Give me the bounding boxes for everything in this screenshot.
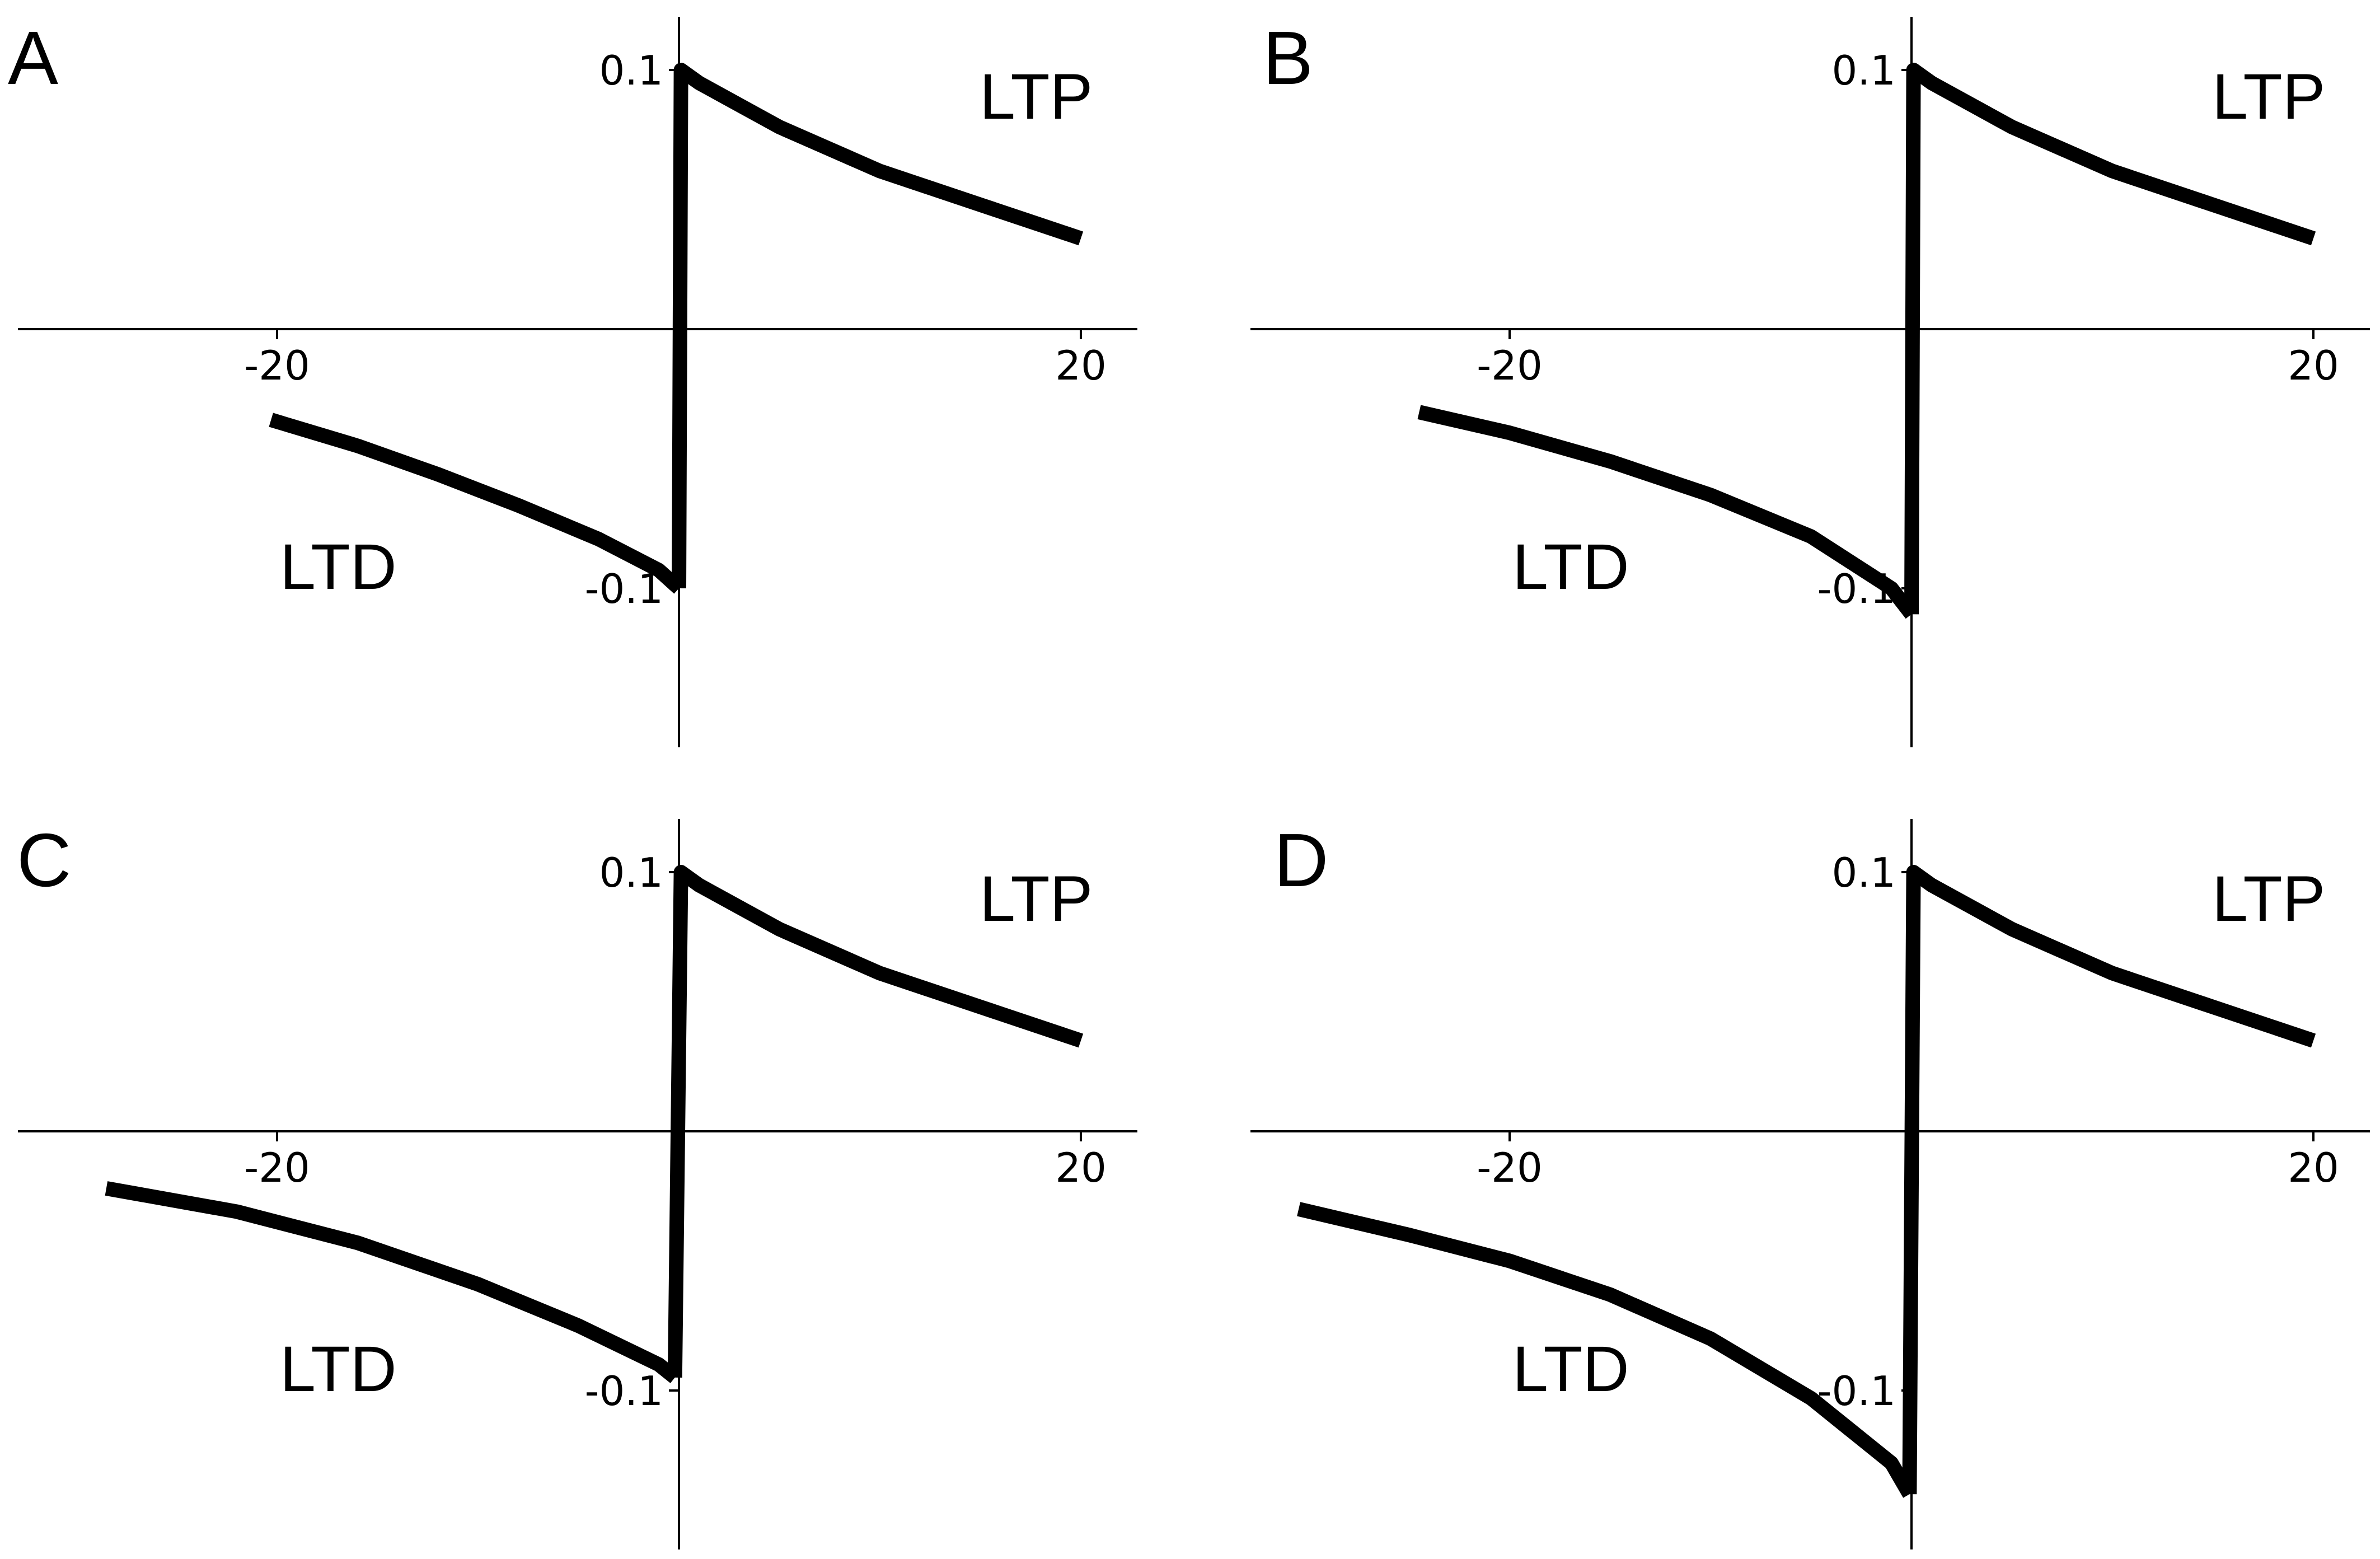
ltp-curve <box>1902 865 2316 1495</box>
x-tick-label: -20 <box>244 1144 310 1191</box>
ltp-label: LTP <box>980 61 1093 133</box>
panel-letter: B <box>1263 16 1313 100</box>
ltp-curve <box>672 63 1084 589</box>
x-tick-label: 20 <box>1055 1144 1107 1191</box>
x-tick-label: -20 <box>1477 1144 1543 1191</box>
ltp-curve <box>667 865 1084 1378</box>
ltd-label: LTD <box>1512 531 1629 603</box>
x-tick-label: -20 <box>244 342 310 389</box>
y-tick-label: 0.1 <box>599 849 663 896</box>
x-tick-label: -20 <box>1477 342 1543 389</box>
y-tick-label: 0.1 <box>599 47 663 94</box>
y-tick-label: -0.1 <box>585 1368 663 1415</box>
ltd-label: LTD <box>280 531 397 603</box>
x-tick-label: 20 <box>2288 1144 2339 1191</box>
x-tick-label: 20 <box>2288 342 2339 389</box>
panel-letter: A <box>8 16 58 100</box>
ltd-label: LTD <box>1512 1333 1629 1405</box>
y-tick-label: 0.1 <box>1831 47 1896 94</box>
panel-letter: C <box>17 818 72 902</box>
x-tick-label: 20 <box>1055 342 1107 389</box>
ltd-label: LTD <box>280 1333 397 1405</box>
panel-letter: D <box>1274 818 1329 902</box>
ltp-label: LTP <box>2212 61 2325 133</box>
y-tick-label: 0.1 <box>1831 849 1896 896</box>
ltp-label: LTP <box>2212 863 2325 935</box>
ltp-label: LTP <box>980 863 1093 935</box>
ltd-curve <box>1417 405 1918 619</box>
ltp-curve <box>1904 63 2316 615</box>
ltd-curve <box>1297 1202 1916 1498</box>
ltd-curve <box>269 413 684 594</box>
ltd-curve <box>105 1181 680 1383</box>
panel-c: -20 20 0.1 -0.1 C LTP LTD <box>17 818 1137 1549</box>
